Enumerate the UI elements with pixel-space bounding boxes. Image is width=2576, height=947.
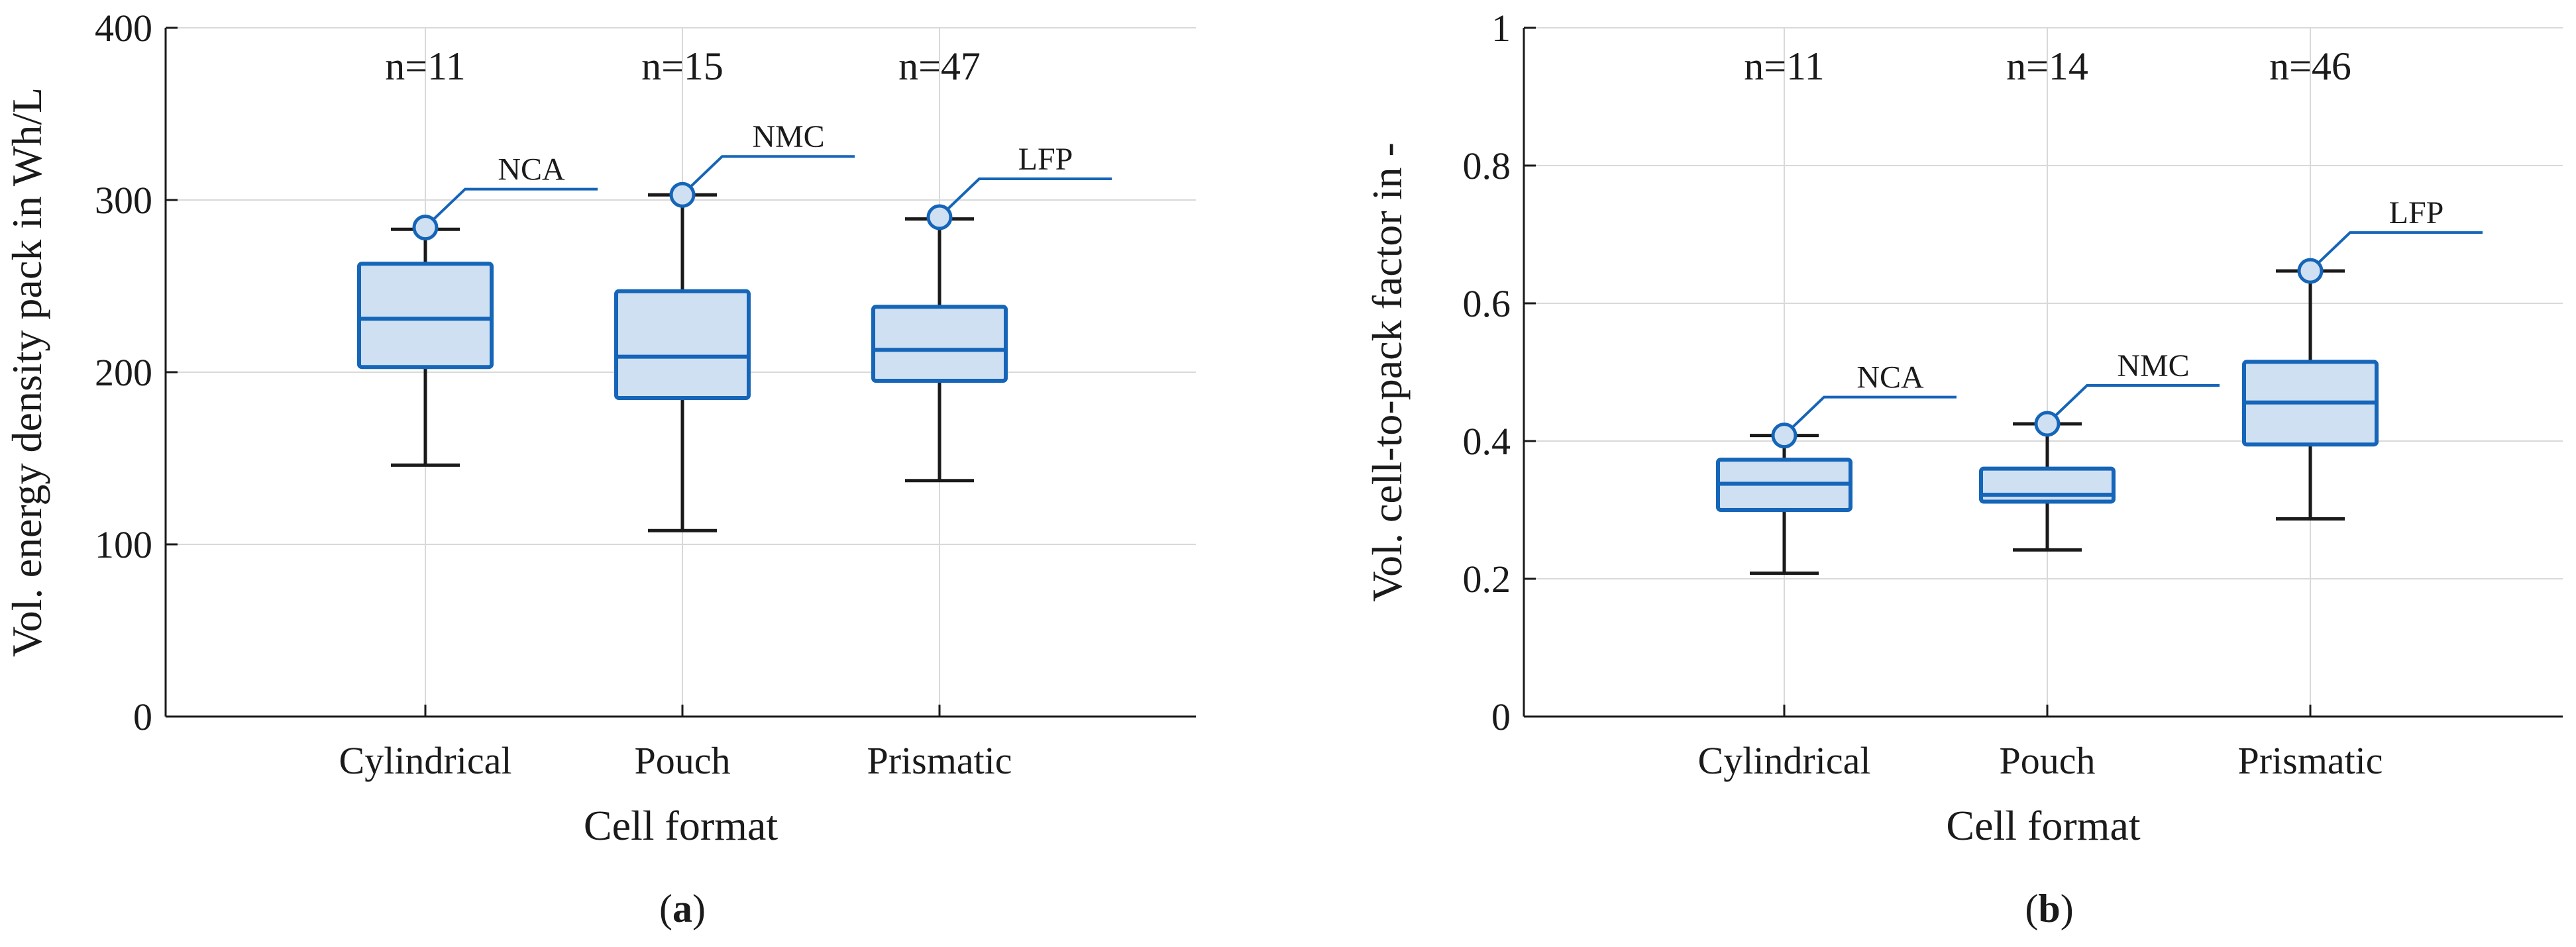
y-tick-label: 200	[95, 351, 152, 394]
y-tick-label: 0	[133, 695, 152, 738]
callout-label: NCA	[498, 152, 565, 187]
box-cylindrical	[357, 227, 494, 467]
y-tick-label: 0.4	[1463, 420, 1511, 463]
y-tick-label: 400	[95, 7, 152, 50]
box-pouch	[614, 193, 751, 532]
callout-marker	[2034, 411, 2061, 437]
sample-count-cylindrical: n=11	[385, 44, 466, 88]
box-iqr	[614, 289, 751, 400]
callout-label: NMC	[2117, 348, 2189, 383]
callout-nmc: NMC	[669, 119, 855, 208]
box-iqr	[357, 262, 494, 370]
callout-marker	[2297, 258, 2324, 284]
callout-leader-line	[432, 187, 598, 221]
callout-lfp: LFP	[2297, 195, 2483, 284]
y-tick-label: 0	[1491, 695, 1511, 738]
callout-nmc: NMC	[2034, 348, 2220, 437]
callout-marker	[412, 215, 439, 241]
x-axis-title: Cell format	[1946, 802, 2140, 849]
callout-marker	[1771, 423, 1798, 449]
callout-leader-line	[946, 177, 1112, 211]
callout-nca: NCA	[1771, 360, 1957, 449]
panel-label: (a)	[659, 887, 706, 930]
callout-leader-line	[1791, 395, 1957, 429]
y-tick-label: 1	[1491, 7, 1511, 50]
y-tick-label: 300	[95, 179, 152, 222]
callout-leader-line	[2317, 231, 2483, 264]
x-tick-label-pouch: Pouch	[635, 739, 731, 782]
x-tick-label-pouch: Pouch	[2000, 739, 2096, 782]
sample-count-pouch: n=14	[2006, 44, 2088, 88]
callout-leader-line	[2054, 384, 2220, 417]
callout-marker	[926, 204, 953, 230]
x-tick-label-prismatic: Prismatic	[867, 739, 1012, 782]
box-cylindrical	[1716, 434, 1852, 575]
x-axis-title: Cell format	[584, 802, 778, 849]
callout-label: NMC	[752, 119, 824, 154]
sample-count-prismatic: n=47	[898, 44, 981, 88]
sample-count-prismatic: n=46	[2269, 44, 2351, 88]
sample-count-cylindrical: n=11	[1744, 44, 1825, 88]
x-tick-label-cylindrical: Cylindrical	[1698, 739, 1871, 782]
y-tick-label: 100	[95, 523, 152, 566]
sample-count-pouch: n=15	[641, 44, 724, 88]
y-tick-label: 0.8	[1463, 144, 1511, 187]
y-tick-label: 0.6	[1463, 282, 1511, 325]
box-prismatic	[871, 217, 1008, 483]
box-iqr	[871, 305, 1008, 383]
y-axis-title: Vol. energy density pack in Wh/L	[3, 87, 50, 657]
chart-panel-b: 0 0.2 0.4 0.6 0.8 1 Cylindrical Pouch Prismatic C…	[1364, 7, 2563, 930]
box-prismatic	[2242, 269, 2379, 521]
callout-lfp: LFP	[926, 142, 1112, 230]
x-tick-label-cylindrical: Cylindrical	[339, 739, 512, 782]
y-tick-label: 0.2	[1463, 558, 1511, 601]
callout-marker	[669, 181, 696, 208]
chart-panel-a: 0 100 200 300 400 Cylindrical Pouch Prismatic Ce…	[3, 7, 1196, 930]
callout-label: NCA	[1856, 360, 1924, 395]
callout-nca: NCA	[412, 152, 598, 241]
callout-label: LFP	[1018, 142, 1073, 177]
box-pouch	[1979, 422, 2116, 552]
panel-label: (b)	[2025, 887, 2073, 930]
y-axis-title: Vol. cell-to-pack factor in -	[1364, 142, 1411, 602]
callout-label: LFP	[2389, 195, 2444, 230]
callout-leader-line	[689, 155, 855, 188]
x-tick-label-prismatic: Prismatic	[2237, 739, 2383, 782]
